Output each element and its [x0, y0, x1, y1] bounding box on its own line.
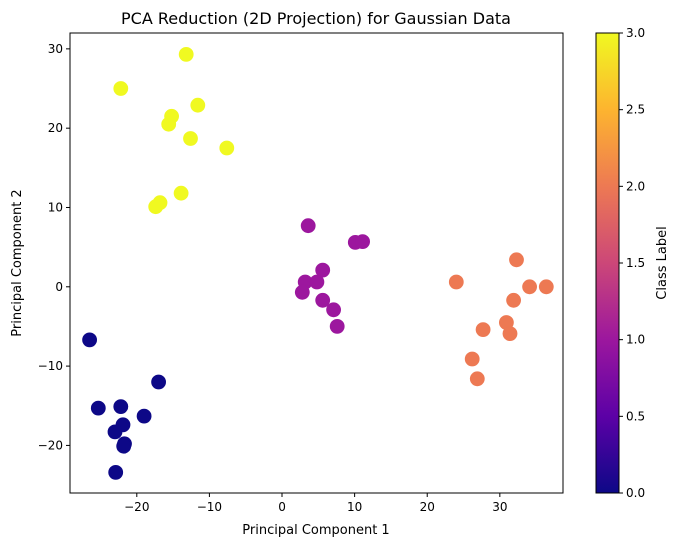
colorbar-tick-label: 0.0 [626, 486, 645, 500]
chart-title: PCA Reduction (2D Projection) for Gaussi… [121, 9, 511, 28]
scatter-point [161, 116, 177, 132]
y-tick-label: 0 [55, 280, 63, 294]
colorbar-tick-label: 2.5 [626, 103, 645, 117]
scatter-point [136, 408, 152, 424]
scatter-point [183, 131, 198, 146]
colorbar-tick-label: 1.0 [626, 333, 645, 347]
x-axis-label: Principal Component 1 [242, 523, 389, 538]
plot-frame [69, 32, 564, 494]
y-tick-label: 30 [48, 42, 63, 56]
scatter-point [178, 47, 194, 62]
colorbar [595, 32, 620, 494]
scatter-point [300, 218, 316, 234]
scatter-point [448, 274, 464, 290]
scatter-point [173, 185, 189, 201]
colorbar-tick-label: 1.5 [626, 256, 645, 270]
y-axis-ticks: −20 −10 0 10 20 30 [38, 42, 70, 452]
scatter-point [294, 284, 310, 300]
colorbar-tick-label: 2.0 [626, 179, 645, 193]
x-tick-label: 0 [278, 500, 286, 514]
x-tick-label: 20 [420, 500, 435, 514]
scatter-point [116, 438, 132, 454]
scatter-point [355, 234, 370, 250]
scatter-point [538, 279, 554, 295]
scatter-point [329, 319, 345, 334]
colorbar-tick-label: 0.5 [626, 409, 645, 423]
scatter-point [326, 302, 341, 318]
scatter-point [82, 332, 97, 348]
scatter-point [190, 97, 206, 113]
scatter-point [108, 465, 124, 480]
scatter-point [499, 315, 514, 330]
scatter-point [506, 292, 521, 308]
plot-points [82, 47, 554, 480]
scatter-point [469, 371, 485, 387]
scatter-point [315, 262, 331, 278]
scatter-point [464, 351, 480, 367]
scatter-point [219, 140, 235, 156]
y-tick-label: 10 [48, 200, 63, 214]
scatter-point [315, 292, 331, 308]
y-axis-label: Principal Component 2 [10, 189, 25, 336]
x-axis-ticks: −20 −10 0 10 20 30 [124, 493, 507, 514]
colorbar-ticks: 0.0 0.5 1.0 1.5 2.0 2.5 3.0 [619, 26, 645, 500]
scatter-point [151, 374, 167, 390]
y-tick-label: 20 [48, 121, 63, 135]
scatter-point [113, 81, 129, 96]
scatter-point [107, 424, 123, 440]
scatter-point [309, 274, 325, 290]
scatter-point [509, 252, 524, 268]
scatter-point [475, 322, 491, 337]
scatter-point [148, 199, 164, 215]
x-tick-label: −10 [197, 500, 222, 514]
scatter-point [502, 326, 518, 341]
x-tick-label: 10 [347, 500, 362, 514]
colorbar-label: Class Label [655, 226, 670, 299]
x-tick-label: −20 [124, 500, 149, 514]
scatter-point [90, 400, 106, 416]
x-tick-label: 30 [492, 500, 507, 514]
scatter-point [113, 399, 129, 414]
colorbar-tick-label: 3.0 [626, 26, 645, 40]
scatter-point [522, 279, 537, 295]
y-tick-label: −20 [38, 438, 63, 452]
y-tick-label: −10 [38, 359, 63, 373]
